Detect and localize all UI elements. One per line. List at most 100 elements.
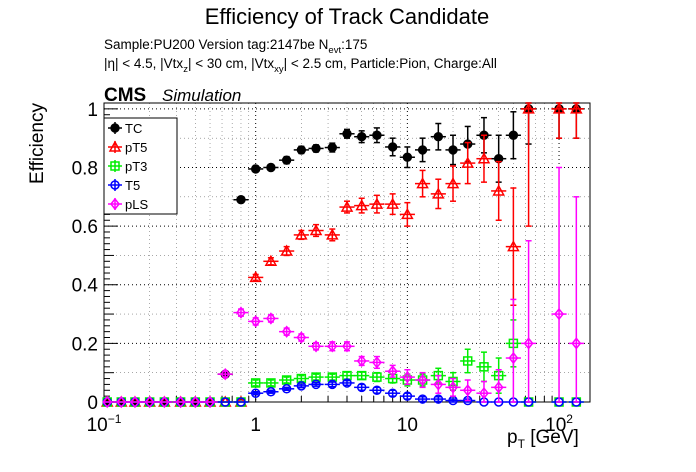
- data-point-pls: [175, 395, 186, 409]
- cuts-part-3: | < 30 cm, |Vtx: [188, 56, 274, 71]
- series-t5: [102, 378, 584, 407]
- data-point-pt5: [326, 228, 339, 240]
- data-point-tc: [342, 129, 352, 139]
- legend-marker-pt3: [110, 161, 120, 171]
- y-axis-label: Efficiency: [27, 103, 48, 184]
- data-point-t5: [296, 381, 307, 391]
- data-point-pls: [356, 354, 367, 368]
- sample-line-tail: :175: [341, 37, 367, 52]
- x-axis-label-tail: [GeV]: [525, 427, 579, 448]
- legend-label-pt3: pT3: [125, 159, 147, 174]
- data-point-pt5: [340, 200, 354, 212]
- data-point-pls: [236, 306, 246, 319]
- data-point-t5: [311, 379, 321, 390]
- data-point-pls: [144, 395, 155, 409]
- sample-line-sub: evt: [328, 45, 341, 56]
- legend-label-t5: T5: [125, 178, 140, 193]
- x-axis-label-main: p: [507, 427, 518, 448]
- y-tick-label: 0.6: [72, 217, 98, 238]
- cuts-part-4: xy: [274, 64, 284, 75]
- data-point-pls: [493, 381, 504, 394]
- data-point-pt5: [355, 199, 368, 211]
- y-tick-label: 1: [87, 100, 98, 121]
- data-point-pls: [327, 340, 338, 353]
- legend-label-pls: pLS: [125, 197, 148, 212]
- data-point-pls: [571, 337, 582, 350]
- x-tick-label: 102: [545, 412, 573, 436]
- data-point-pls: [265, 312, 276, 325]
- data-point-tc: [372, 130, 382, 140]
- data-point-pt5: [446, 177, 460, 189]
- data-point-t5: [342, 378, 352, 388]
- y-tick-label: 0: [87, 393, 98, 414]
- data-point-pls: [433, 378, 444, 391]
- x-tick-label: 1: [250, 415, 261, 436]
- cms-label: CMS: [104, 85, 146, 106]
- legend-marker-tc: [110, 123, 120, 133]
- data-point-tc: [236, 195, 246, 205]
- data-point-t5: [327, 379, 338, 390]
- data-point-t5: [433, 394, 444, 404]
- data-point-pt5: [264, 254, 278, 267]
- series-pt3: [102, 319, 584, 407]
- legend-label-tc: TC: [125, 121, 142, 136]
- series-pls: [102, 166, 584, 409]
- data-point-pls: [130, 395, 140, 409]
- data-point-pt5: [461, 156, 474, 168]
- data-point-pls: [508, 351, 519, 365]
- cuts-part-1: |η| < 4.5, |Vtx: [104, 56, 183, 71]
- data-point-pls: [190, 395, 201, 409]
- data-point-t5: [236, 397, 246, 407]
- cuts-line: |η| < 4.5, |Vtxz| < 30 cm, |Vtxxy| < 2.5…: [104, 56, 497, 75]
- data-point-pls: [402, 370, 413, 384]
- data-point-pt5: [280, 244, 293, 256]
- x-axis-label: pT [GeV]: [507, 427, 579, 451]
- legend-marker-pls: [110, 197, 120, 211]
- sample-line: Sample:PU200 Version tag:2147be Nevt:175: [104, 37, 367, 56]
- data-point-tc: [311, 143, 321, 154]
- data-point-pt5: [570, 102, 583, 114]
- sample-line-main: Sample:PU200 Version tag:2147be N: [104, 37, 328, 52]
- data-point-pls: [554, 307, 564, 321]
- data-point-pt5: [477, 152, 491, 164]
- cuts-part-5: | < 2.5 cm, Particle:Pion, Charge:All: [284, 56, 497, 71]
- data-layer: [100, 102, 584, 409]
- data-point-pt5: [309, 223, 323, 236]
- data-point-tc: [266, 162, 276, 173]
- data-point-tc: [296, 145, 307, 155]
- data-point-pls: [479, 387, 489, 400]
- data-point-pls: [250, 315, 261, 328]
- data-point-tc: [448, 145, 458, 155]
- x-tick-label: 10−1: [87, 412, 122, 436]
- data-point-tc: [387, 142, 398, 152]
- cuts-part-2: z: [183, 64, 188, 75]
- data-point-t5: [356, 382, 367, 393]
- data-point-pls: [342, 340, 352, 353]
- data-point-tc: [508, 130, 519, 140]
- data-point-pt3: [372, 372, 382, 382]
- data-point-pls: [523, 337, 534, 350]
- data-point-pt3: [281, 375, 292, 385]
- data-point-tc: [417, 145, 428, 155]
- simulation-label: Simulation: [162, 86, 241, 105]
- data-point-pls: [205, 395, 215, 409]
- data-point-pls: [159, 395, 170, 409]
- x-tick-label: 10: [397, 415, 418, 436]
- legend: TC pT5 pT3 T5 pLS: [103, 117, 178, 215]
- data-point-t5: [266, 386, 276, 397]
- data-point-t5: [372, 385, 382, 396]
- data-point-tc: [327, 142, 338, 153]
- data-point-tc: [356, 132, 367, 142]
- x-axis-label-sub: T: [518, 437, 526, 451]
- data-point-t5: [417, 394, 428, 404]
- tick-layer: 10−1 1 10 102 0 0.2 0.4 0.6 0.8 1: [72, 100, 574, 436]
- data-point-pt5: [552, 102, 566, 114]
- data-point-t5: [387, 388, 398, 398]
- data-point-pls: [116, 395, 127, 409]
- data-point-t5: [250, 388, 261, 398]
- data-point-pls: [220, 367, 231, 381]
- data-point-t5: [220, 397, 230, 407]
- data-point-pt3: [356, 370, 367, 381]
- data-point-pt5: [416, 177, 429, 189]
